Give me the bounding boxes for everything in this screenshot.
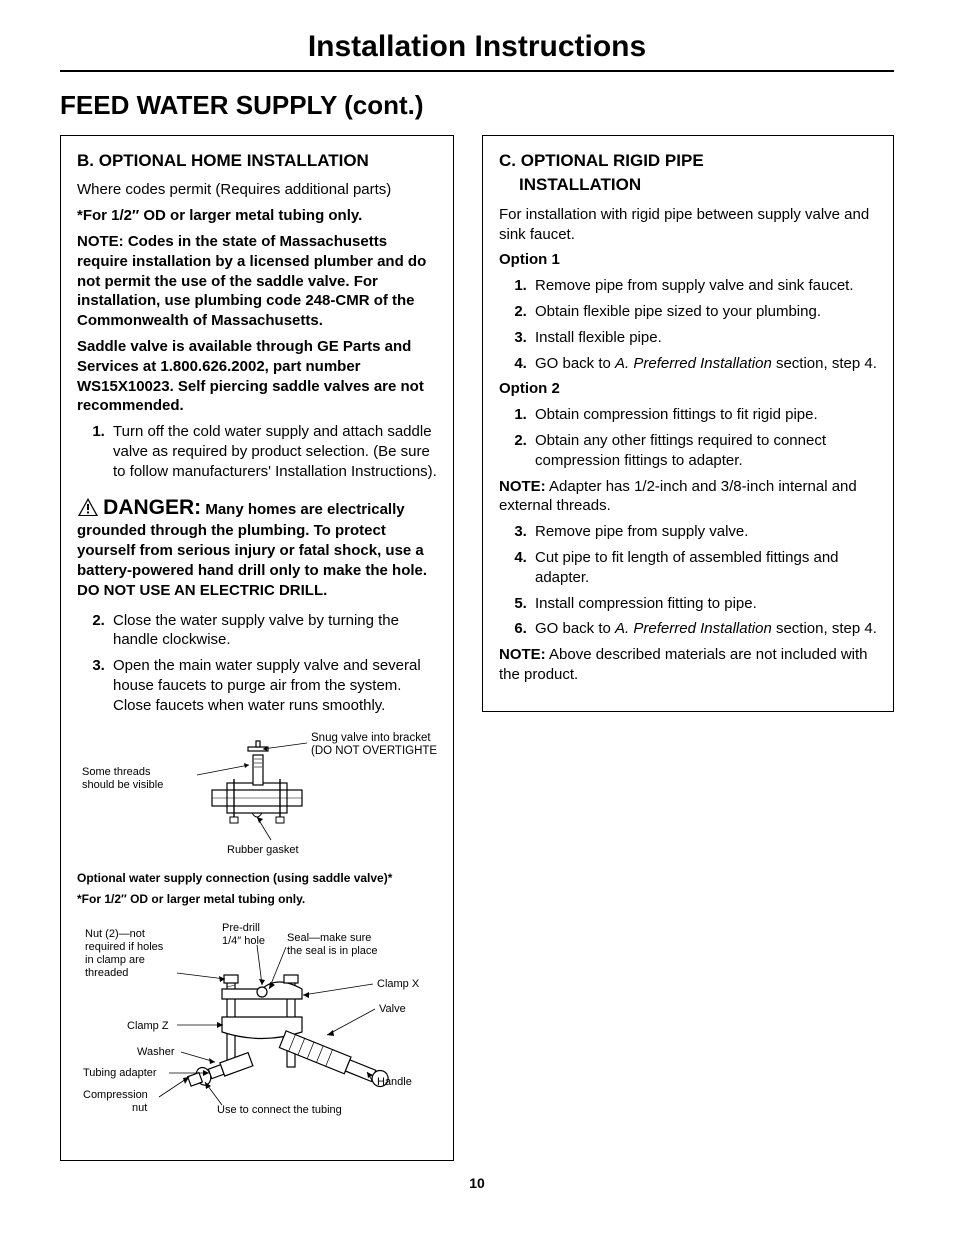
label-compression-nut: Compression: [83, 1089, 148, 1101]
label-clampx: Clamp X: [377, 978, 420, 990]
section-title: FEED WATER SUPPLY (cont.): [60, 90, 894, 121]
option1-label: Option 1: [499, 250, 877, 270]
intro-c: For installation with rigid pipe between…: [499, 205, 877, 245]
content-columns: B. OPTIONAL HOME INSTALLATION Where code…: [60, 135, 894, 1161]
label-valve: Valve: [379, 1003, 406, 1015]
note-saddle-valve: Saddle valve is available through GE Par…: [77, 337, 437, 416]
column-b: B. OPTIONAL HOME INSTALLATION Where code…: [60, 135, 454, 1161]
intro-text: Where codes permit (Requires additional …: [77, 180, 437, 200]
danger-word: DANGER:: [103, 496, 201, 519]
label-handle: Handle: [377, 1076, 412, 1088]
svg-text:should be visible: should be visible: [82, 779, 163, 791]
label-snug: Snug valve into bracket: [311, 732, 431, 744]
label-washer: Washer: [137, 1046, 175, 1058]
svg-text:threaded: threaded: [85, 967, 128, 979]
svg-text:nut: nut: [132, 1102, 147, 1114]
step-2: Close the water supply valve by turning …: [109, 611, 437, 651]
warning-icon: [77, 497, 99, 517]
fig1-caption2: *For 1/2″ OD or larger metal tubing only…: [77, 892, 437, 907]
label-predrill: Pre-drill: [222, 922, 260, 934]
label-tubing-adapter: Tubing adapter: [83, 1067, 157, 1079]
step-1: Turn off the cold water supply and attac…: [109, 422, 437, 481]
opt2-step3: Remove pipe from supply valve.: [531, 522, 877, 542]
note-massachusetts: NOTE: Codes in the state of Massachusett…: [77, 232, 437, 331]
figure-clamp-assembly: Pre-drill 1/4″ hole Nut (2)—not required…: [77, 917, 437, 1132]
label-clampz: Clamp Z: [127, 1020, 169, 1032]
label-use-connect: Use to connect the tubing: [217, 1104, 342, 1116]
opt1-step2: Obtain flexible pipe sized to your plumb…: [531, 302, 877, 322]
note-final: NOTE: Above described materials are not …: [499, 645, 877, 685]
step-3: Open the main water supply valve and sev…: [109, 656, 437, 715]
figure-saddle-valve: Snug valve into bracket (DO NOT OVERTIGH…: [77, 725, 437, 907]
opt2-step4: Cut pipe to fit length of assembled fitt…: [531, 548, 877, 588]
tubing-req: *For 1/2″ OD or larger metal tubing only…: [77, 206, 437, 226]
opt2-step1: Obtain compression fittings to fit rigid…: [531, 405, 877, 425]
note-adapter: NOTE: Adapter has 1/2-inch and 3/8-inch …: [499, 477, 877, 517]
fig1-caption: Optional water supply connection (using …: [77, 871, 437, 886]
label-seal: Seal—make sure: [287, 932, 371, 944]
opt1-step1: Remove pipe from supply valve and sink f…: [531, 276, 877, 296]
opt2-step2: Obtain any other fittings required to co…: [531, 431, 877, 471]
svg-text:1/4″ hole: 1/4″ hole: [222, 935, 265, 947]
heading-c: C. OPTIONAL RIGID PIPE: [499, 150, 877, 172]
opt2-step6: GO back to A. Preferred Installation sec…: [531, 619, 877, 639]
label-nut: Nut (2)—not: [85, 928, 145, 940]
danger-block: DANGER: Many homes are electrically grou…: [77, 494, 437, 601]
page-number: 10: [60, 1175, 894, 1191]
opt1-step3: Install flexible pipe.: [531, 328, 877, 348]
page-title: Installation Instructions: [60, 30, 894, 72]
column-c: C. OPTIONAL RIGID PIPE INSTALLATION For …: [482, 135, 894, 712]
label-threads: Some threads: [82, 766, 151, 778]
svg-text:in clamp are: in clamp are: [85, 954, 145, 966]
heading-b: B. OPTIONAL HOME INSTALLATION: [77, 150, 437, 172]
label-gasket: Rubber gasket: [227, 844, 299, 856]
svg-text:required if holes: required if holes: [85, 941, 164, 953]
option2-label: Option 2: [499, 379, 877, 399]
svg-text:the seal is in place: the seal is in place: [287, 945, 378, 957]
svg-text:(DO NOT OVERTIGHTEN): (DO NOT OVERTIGHTEN): [311, 745, 437, 757]
heading-c-line2: INSTALLATION: [499, 174, 877, 196]
opt1-step4: GO back to A. Preferred Installation sec…: [531, 354, 877, 374]
opt2-step5: Install compression fitting to pipe.: [531, 594, 877, 614]
